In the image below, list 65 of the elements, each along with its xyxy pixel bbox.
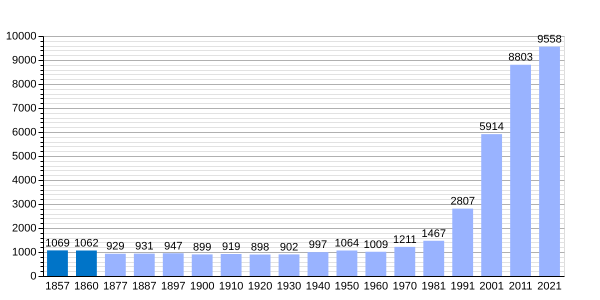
x-tick-label: 1897 — [161, 280, 186, 292]
bar — [47, 250, 68, 276]
bar — [192, 254, 213, 276]
y-tick-label: 10000 — [6, 30, 36, 42]
x-tick-label: 1981 — [422, 280, 446, 292]
data-label: 898 — [250, 241, 270, 254]
data-label: 899 — [193, 241, 212, 254]
x-tick-label: 2011 — [508, 280, 532, 292]
bar — [162, 253, 184, 276]
x-tick-label: 1877 — [103, 280, 128, 292]
x-tick-label: 1991 — [450, 280, 475, 292]
x-tick-label: 1887 — [132, 280, 157, 292]
bar — [220, 254, 242, 276]
bar — [423, 240, 444, 276]
y-tick-label: 9000 — [12, 54, 36, 66]
x-tick-label: 1900 — [190, 280, 214, 292]
y-tick-label: 4000 — [12, 174, 36, 186]
y-tick-label: 2000 — [12, 222, 36, 234]
data-label: 1009 — [364, 238, 388, 251]
bar — [308, 252, 328, 276]
data-label: 929 — [106, 240, 125, 253]
data-label: 5914 — [479, 121, 504, 134]
y-tick-label: 6000 — [12, 126, 36, 138]
y-tick-label: 1000 — [12, 246, 36, 258]
data-label: 1062 — [74, 238, 99, 250]
x-tick-label: 1940 — [306, 280, 330, 292]
bar — [394, 246, 416, 276]
data-label: 919 — [222, 240, 240, 253]
data-label: 931 — [135, 240, 154, 253]
y-tick-label: 0 — [30, 270, 36, 282]
bar — [481, 134, 502, 276]
x-tick-label: 1960 — [364, 280, 388, 292]
x-tick-label: 2001 — [479, 280, 504, 292]
bar — [250, 254, 271, 276]
y-tick-label: 7000 — [12, 102, 36, 114]
y-tick-label: 8000 — [12, 78, 36, 90]
bar — [510, 64, 532, 276]
bar — [278, 254, 300, 276]
data-label: 8803 — [508, 52, 533, 64]
x-tick-label: 1860 — [74, 280, 99, 292]
x-tick-label: 1930 — [276, 280, 302, 292]
x-tick-label: 1970 — [392, 280, 418, 292]
x-tick-label: 1910 — [218, 280, 244, 292]
bar — [539, 46, 560, 276]
bar — [336, 250, 358, 276]
x-tick-label: 1920 — [248, 280, 272, 292]
y-tick-label: 5000 — [12, 150, 36, 162]
data-label: 997 — [308, 239, 328, 252]
bar — [134, 254, 155, 276]
data-label: 1467 — [422, 228, 446, 240]
x-tick-label: 1857 — [45, 280, 70, 292]
bar — [365, 252, 386, 276]
data-label: 2807 — [450, 196, 475, 208]
data-label: 947 — [164, 240, 182, 252]
data-label: 1069 — [45, 237, 70, 250]
x-tick-label: 1950 — [334, 280, 360, 292]
data-label: 1064 — [334, 237, 360, 250]
x-tick-label: 2021 — [537, 280, 562, 292]
data-label: 1211 — [392, 234, 417, 246]
bar — [452, 208, 474, 276]
bar — [76, 250, 97, 276]
bar — [104, 254, 126, 276]
y-tick-label: 3000 — [12, 198, 36, 210]
data-label: 9558 — [537, 34, 562, 46]
data-label: 902 — [280, 241, 298, 254]
